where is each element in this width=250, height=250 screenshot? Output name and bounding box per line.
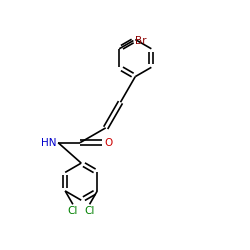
Text: Cl: Cl: [68, 206, 78, 216]
Text: Br: Br: [135, 36, 146, 46]
Text: O: O: [104, 138, 112, 148]
Text: Cl: Cl: [84, 206, 95, 216]
Text: HN: HN: [41, 138, 57, 148]
